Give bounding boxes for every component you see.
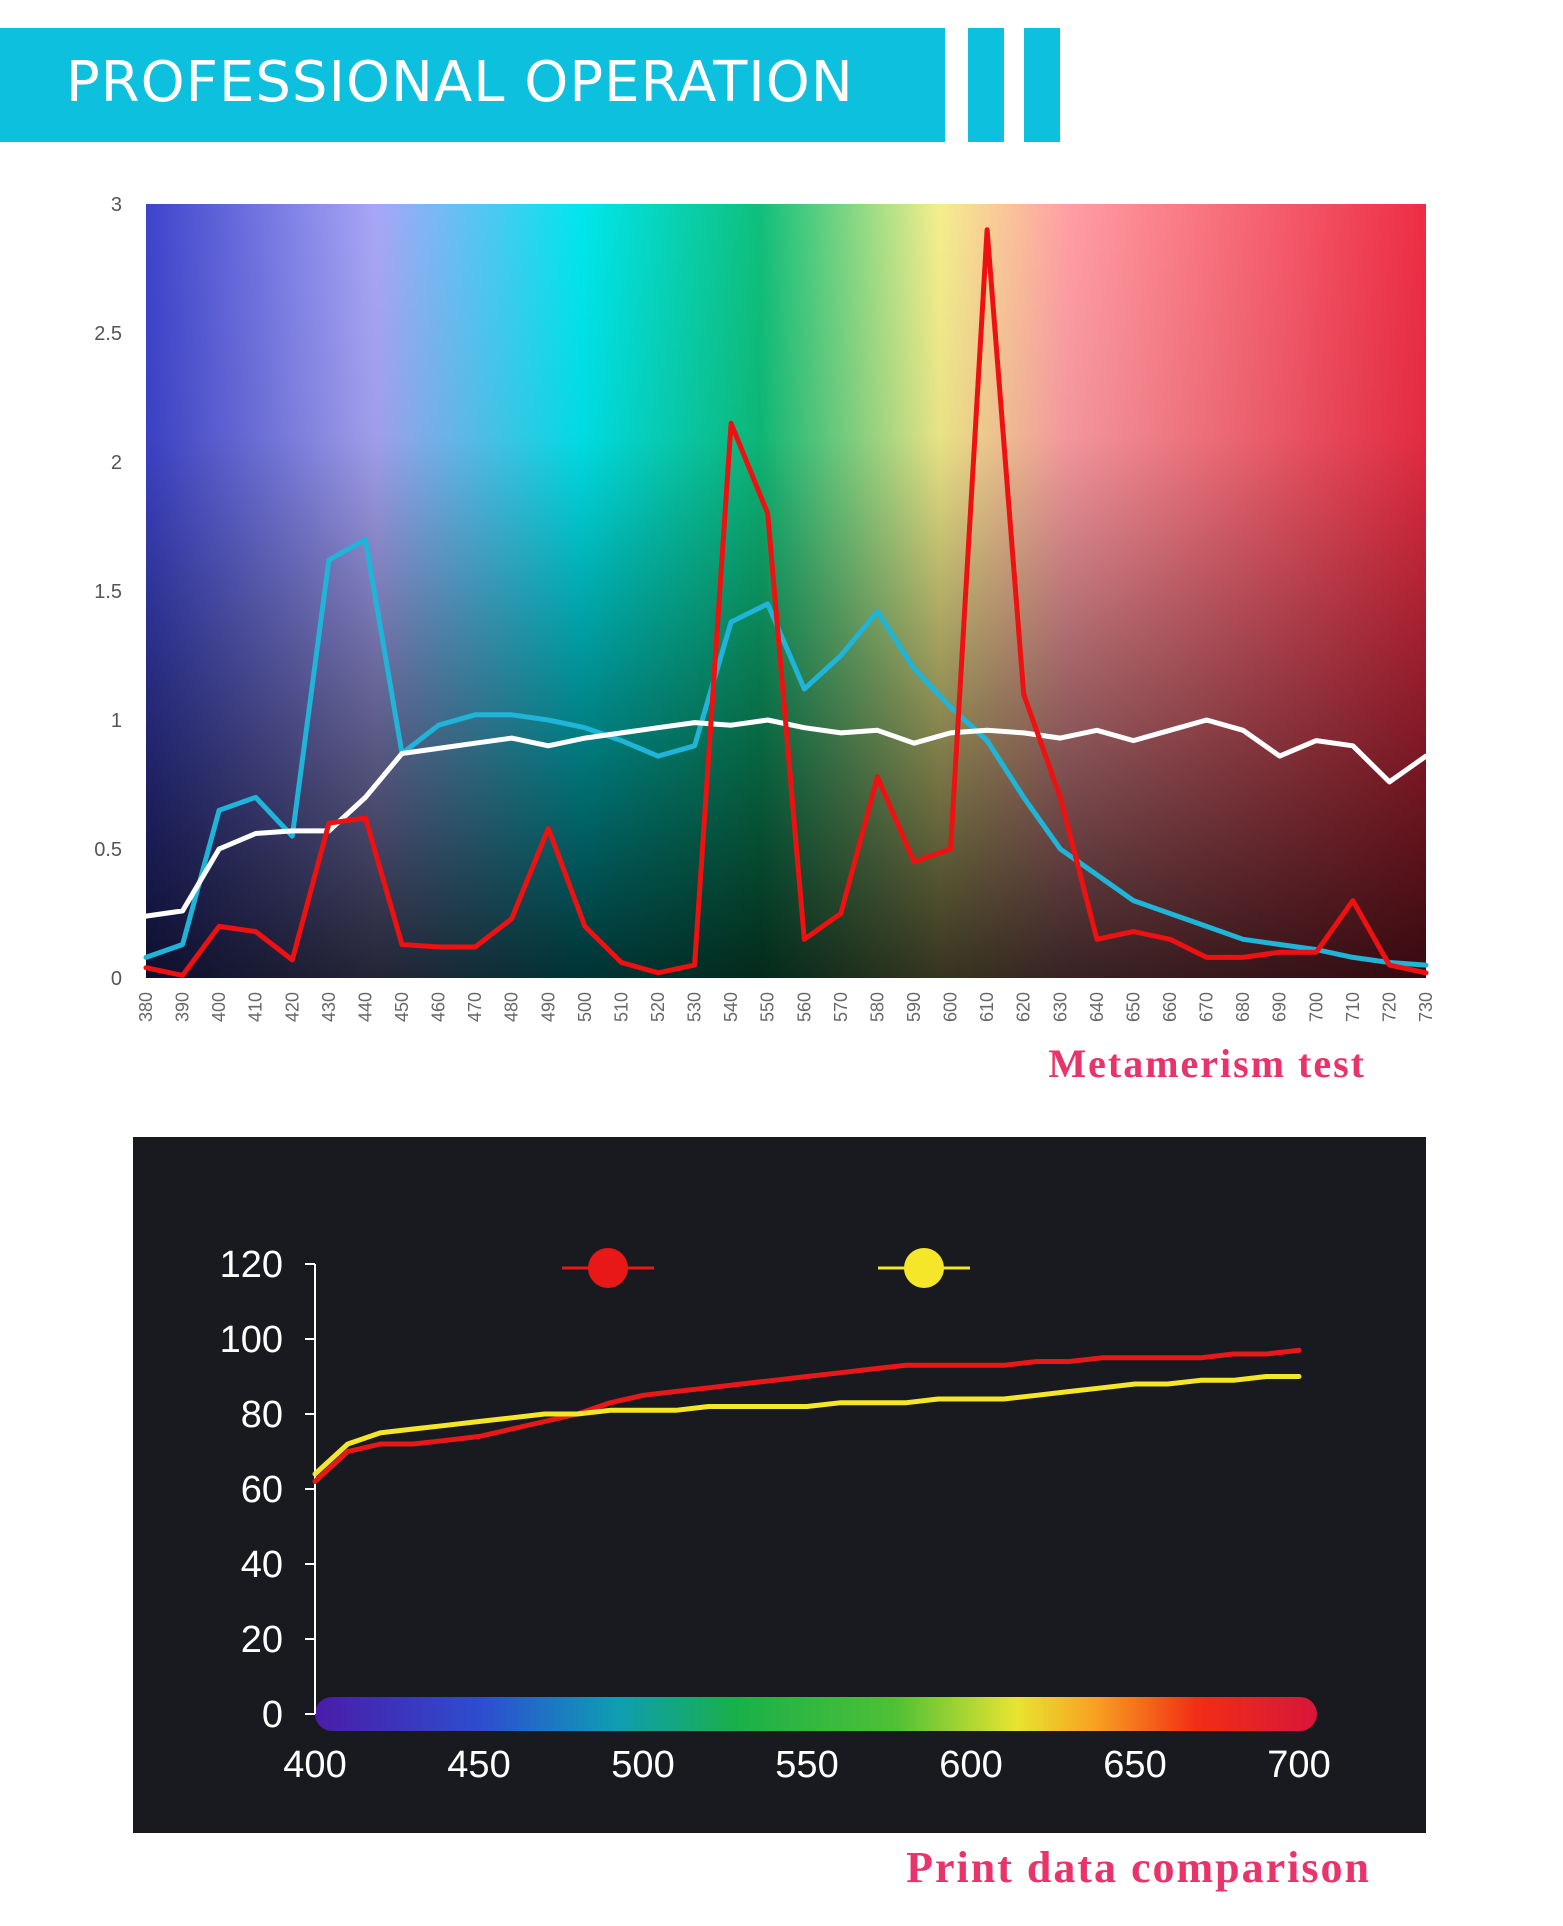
x-tick-label: 640 — [1087, 992, 1107, 1022]
x-tick-label: 450 — [392, 992, 412, 1022]
series-line — [143, 227, 1429, 978]
y-tick-label: 20 — [241, 1619, 283, 1661]
x-tick-label: 500 — [575, 992, 595, 1022]
x-tick-label: 550 — [758, 992, 778, 1022]
x-tick-label: 680 — [1233, 992, 1253, 1022]
x-tick-label: 520 — [648, 992, 668, 1022]
x-tick-label: 700 — [1306, 992, 1326, 1022]
series-line — [312, 1374, 1302, 1477]
x-tick-label: 730 — [1416, 992, 1436, 1022]
x-tick-label: 720 — [1379, 992, 1399, 1022]
x-tick-label: 530 — [685, 992, 705, 1022]
x-tick-label: 490 — [538, 992, 558, 1022]
plot-shading — [146, 204, 1426, 978]
x-tick-label: 410 — [246, 992, 266, 1022]
x-tick-label: 400 — [283, 1744, 346, 1786]
x-tick-label: 710 — [1343, 992, 1363, 1022]
x-tick-label: 660 — [1160, 992, 1180, 1022]
x-tick-label: 650 — [1103, 1744, 1166, 1786]
x-tick-label: 570 — [831, 992, 851, 1022]
x-tick-label: 630 — [1050, 992, 1070, 1022]
x-tick-label: 450 — [447, 1744, 510, 1786]
x-tick-label: 510 — [611, 992, 631, 1022]
y-tick-label: 80 — [241, 1394, 283, 1436]
y-tick-label: 100 — [220, 1319, 283, 1361]
metamerism-chart: 0 0.5 1 1.5 2 2.5 3 380 390 400 410 420 430 440 450 460… — [94, 194, 1436, 1022]
x-tick-label: 620 — [1014, 992, 1034, 1022]
page-title: PROFESSIONAL OPERATION — [66, 50, 854, 115]
legend-marker — [588, 1248, 628, 1288]
y-tick-label: 120 — [220, 1244, 283, 1286]
x-tick-label: 480 — [502, 992, 522, 1022]
spectrum-bar — [315, 1697, 1317, 1731]
x-tick-label: 600 — [941, 992, 961, 1022]
y-tick-label: 3 — [111, 194, 122, 216]
header-banner — [0, 28, 945, 142]
x-tick-label: 400 — [209, 992, 229, 1022]
print-data-chart: 0 20 40 60 80 100 120 400 450 500 550 600 650 700 — [133, 1137, 1426, 1833]
y-tick-label: 0 — [111, 968, 122, 990]
y-tick-label: 2.5 — [94, 323, 122, 345]
x-tick-label: 700 — [1267, 1744, 1330, 1786]
y-tick-label: 60 — [241, 1469, 283, 1511]
y-tick-label: 40 — [241, 1544, 283, 1586]
series-line — [312, 1347, 1302, 1484]
header-accent-bar — [968, 28, 1004, 142]
x-tick-label: 650 — [1123, 992, 1143, 1022]
y-tick-label: 1.5 — [94, 581, 122, 603]
x-tick-label: 460 — [429, 992, 449, 1022]
y-tick-label: 0 — [262, 1694, 283, 1736]
x-tick-label: 540 — [721, 992, 741, 1022]
x-tick-label: 580 — [867, 992, 887, 1022]
series-line — [143, 536, 1429, 968]
x-tick-label: 600 — [939, 1744, 1002, 1786]
x-tick-label: 380 — [136, 992, 156, 1022]
x-tick-label: 470 — [465, 992, 485, 1022]
chart-caption: Print data comparison — [906, 1843, 1371, 1892]
legend-marker — [904, 1248, 944, 1288]
y-tick-label: 0.5 — [94, 839, 122, 861]
x-tick-label: 420 — [282, 992, 302, 1022]
x-tick-label: 610 — [977, 992, 997, 1022]
x-tick-label: 500 — [611, 1744, 674, 1786]
y-tick-label: 2 — [111, 452, 122, 474]
x-tick-label: 550 — [775, 1744, 838, 1786]
x-tick-label: 440 — [355, 992, 375, 1022]
y-tick-label: 1 — [111, 710, 122, 732]
x-tick-label: 430 — [319, 992, 339, 1022]
x-tick-label: 590 — [904, 992, 924, 1022]
x-tick-label: 390 — [173, 992, 193, 1022]
x-tick-label: 670 — [1197, 992, 1217, 1022]
x-tick-label: 690 — [1270, 992, 1290, 1022]
x-tick-label: 560 — [794, 992, 814, 1022]
chart-caption: Metamerism test — [1048, 1041, 1366, 1086]
header-accent-bar — [1024, 28, 1060, 142]
